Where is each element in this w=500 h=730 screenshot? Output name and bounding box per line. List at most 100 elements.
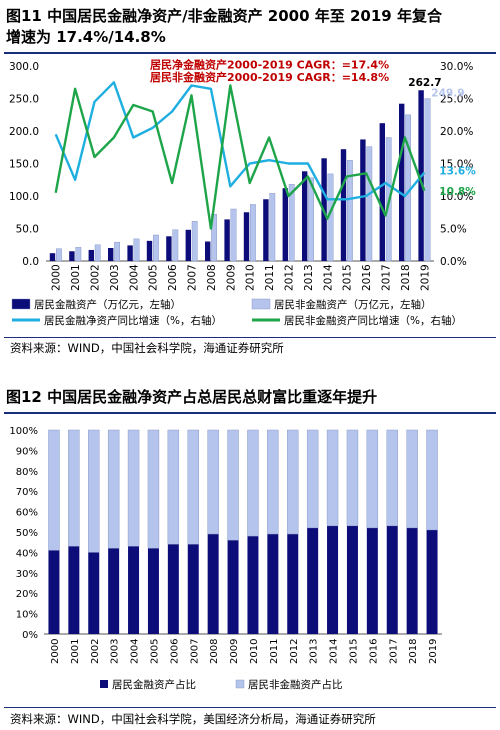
x-axis-tick-label: 2004 xyxy=(130,639,141,664)
bar-financial-assets xyxy=(108,248,114,261)
bar-financial-share xyxy=(426,529,438,634)
bar-nonfinancial-assets xyxy=(152,234,159,262)
x-axis-tick-label: 2007 xyxy=(189,639,200,664)
y-axis-tick-label: 60% xyxy=(16,508,38,519)
bar-financial-assets xyxy=(146,240,153,261)
bar-financial-share xyxy=(128,546,140,634)
figure-12-source: 资料来源：WIND，中国社会科学院，美国经济分析局，海通证券研究所 xyxy=(10,712,376,726)
x-axis-tick-label: 2019 xyxy=(419,264,431,291)
bar-nonfinancial-share xyxy=(88,429,100,553)
left-axis-tick-label: 250.0 xyxy=(9,94,39,106)
bar-financial-assets xyxy=(263,199,269,261)
bar-nonfinancial-assets xyxy=(230,208,237,262)
right-axis-tick-label: 15.0% xyxy=(440,159,473,171)
legend-label: 居民金融净资产同比增速（%，右轴） xyxy=(44,314,222,327)
figure-11-title-line2: 增速为 17.4%/14.8% xyxy=(6,28,166,46)
cagr-annotation-financial: 居民净金融资产2000-2019 CAGR：=17.4% xyxy=(150,58,389,72)
bar-nonfinancial-share xyxy=(346,429,359,527)
bar-nonfinancial-assets xyxy=(94,244,101,262)
y-axis-tick-label: 40% xyxy=(16,548,38,559)
x-axis-tick-label: 2001 xyxy=(70,264,82,291)
bar-financial-share xyxy=(327,525,339,634)
cagr-annotation-nonfinancial: 居民非金融资产2000-2019 CAGR：=14.8% xyxy=(150,70,389,84)
bar-financial-share xyxy=(386,525,398,634)
bar-nonfinancial-share xyxy=(306,429,319,529)
bar-financial-share xyxy=(346,525,358,634)
x-axis-tick-label: 2011 xyxy=(264,264,276,291)
legend-swatch xyxy=(11,298,31,310)
bar-nonfinancial-assets xyxy=(366,146,373,262)
bar-financial-share xyxy=(108,548,120,634)
x-axis-tick-label: 2016 xyxy=(361,264,373,291)
bar-nonfinancial-share xyxy=(167,429,180,545)
figure-11-title: 图11 中国居民金融净资产/非金融资产 2000 年至 2019 年复合 增速为… xyxy=(6,6,442,48)
bar-nonfinancial-share xyxy=(68,429,80,547)
bar-nonfinancial-share xyxy=(247,429,259,537)
left-axis-tick-label: 100.0 xyxy=(9,191,39,203)
x-axis-tick-label: 2013 xyxy=(303,264,315,291)
y-axis-tick-label: 0% xyxy=(22,630,38,641)
bar-financial-share xyxy=(88,552,100,634)
bar-nonfinancial-share xyxy=(267,429,279,535)
data-label-nonfinancial-2019: 249.9 xyxy=(431,88,464,100)
bar-nonfinancial-assets xyxy=(308,177,314,262)
bar-financial-share xyxy=(187,544,199,634)
bar-nonfinancial-share xyxy=(386,429,398,527)
figure-11-chart: 0.0 50.0 100.0 150.0 200.0 250.0 300.0 0.0% 5.0%… xyxy=(9,58,476,327)
right-axis-tick-label: 30.0% xyxy=(440,61,473,73)
legend-swatch xyxy=(251,298,271,310)
bar-financial-assets xyxy=(360,139,366,261)
bar-nonfinancial-assets xyxy=(191,221,198,262)
legend-label: 居民非金融资产同比增速（%，右轴） xyxy=(284,314,462,327)
y-axis-tick-label: 90% xyxy=(16,446,38,457)
figure-12-top-rule xyxy=(4,412,496,414)
y-axis-tick-label: 100% xyxy=(9,426,38,437)
bar-financial-assets xyxy=(302,171,308,261)
x-axis-tick-label: 2015 xyxy=(342,264,354,291)
bar-financial-share xyxy=(68,546,80,634)
y-axis-tick-label: 70% xyxy=(16,487,38,498)
bar-nonfinancial-share xyxy=(107,429,120,549)
x-axis-tick-label: 2017 xyxy=(388,639,399,664)
x-axis-tick-label: 2012 xyxy=(289,639,300,664)
left-axis-tick-label: 150.0 xyxy=(9,159,39,171)
bar-nonfinancial-assets xyxy=(347,160,353,262)
bar-financial-assets xyxy=(185,229,191,261)
bar-nonfinancial-assets xyxy=(75,247,82,262)
figure-11-source: 资料来源：WIND，中国社会科学院，海通证券研究所 xyxy=(10,341,284,355)
x-axis-tick-label: 2001 xyxy=(70,639,81,664)
legend-label: 居民非金融资产占比 xyxy=(248,678,343,691)
figure-12-title: 图12 中国居民金融净资产占总居民总财富比重逐年提升 xyxy=(6,388,378,406)
bar-nonfinancial-assets xyxy=(56,248,62,262)
x-axis-tick-label: 2010 xyxy=(249,639,260,664)
bar-financial-assets xyxy=(69,251,75,261)
bar-financial-share xyxy=(167,544,179,634)
y-axis-tick-label: 80% xyxy=(16,467,38,478)
right-axis-tick-label: 0.0% xyxy=(440,256,467,268)
x-axis-tick-label: 2018 xyxy=(408,639,419,664)
left-axis-tick-label: 300.0 xyxy=(9,61,39,73)
bar-nonfinancial-assets xyxy=(269,193,276,262)
x-axis-tick-label: 2004 xyxy=(128,264,140,291)
x-axis-tick-label: 2007 xyxy=(187,264,199,291)
bar-nonfinancial-share xyxy=(366,429,379,529)
bar-financial-share xyxy=(267,534,279,634)
figure-12-source-rule xyxy=(4,707,496,708)
x-axis-tick-label: 2017 xyxy=(381,264,393,291)
x-axis-tick-label: 2000 xyxy=(50,639,61,664)
bar-financial-share xyxy=(207,534,219,634)
bar-nonfinancial-assets xyxy=(211,213,217,262)
bar-financial-assets xyxy=(243,212,250,261)
bar-financial-assets xyxy=(127,245,133,261)
x-axis-tick-label: 2002 xyxy=(90,639,101,664)
data-label-financial-2019: 262.7 xyxy=(408,77,441,89)
x-axis-tick-label: 2009 xyxy=(225,264,237,291)
right-axis-tick-label: 5.0% xyxy=(440,224,467,236)
bar-nonfinancial-share xyxy=(147,429,160,549)
legend-label: 居民金融资产占比 xyxy=(112,678,196,691)
right-axis-tick-label: 20.0% xyxy=(440,126,473,138)
y-axis-tick-label: 50% xyxy=(16,528,38,539)
bar-nonfinancial-share xyxy=(426,429,438,531)
bar-financial-assets xyxy=(205,241,211,261)
bar-financial-share xyxy=(227,540,239,634)
